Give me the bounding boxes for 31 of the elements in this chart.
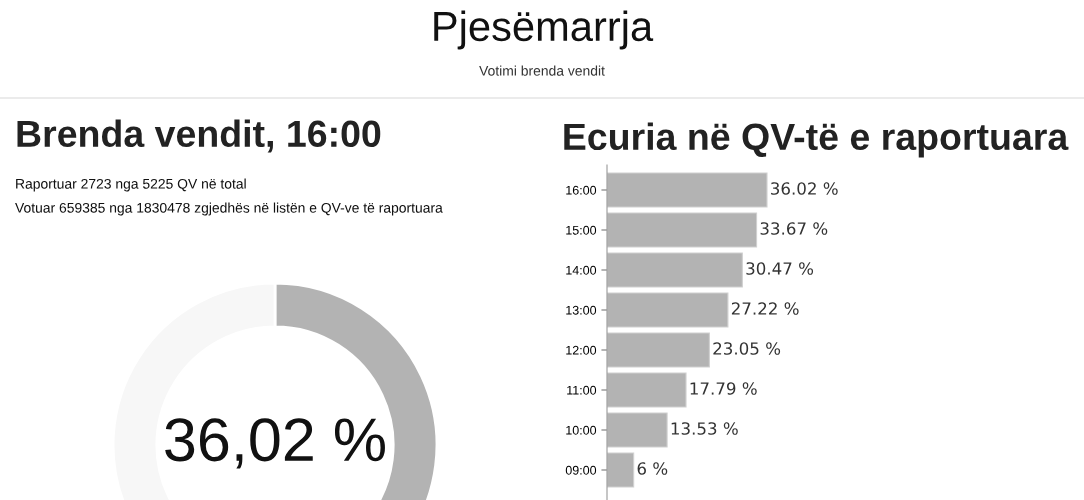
y-tick-label: 10:00	[566, 425, 597, 435]
bar	[607, 452, 635, 488]
data-label: 36.02 %	[771, 182, 838, 195]
data-label: 23.05 %	[713, 342, 781, 355]
data-label: 17.79 %	[690, 382, 757, 395]
text: Votimi brenda vendit	[479, 65, 605, 76]
y-tick-label: 14:00	[566, 265, 597, 275]
chart-title: Brenda vendit, 16:00	[17, 119, 381, 153]
y-tick-label: 09:00	[565, 465, 597, 475]
y-tick-label: 11:00	[567, 385, 597, 395]
bar	[607, 212, 758, 248]
chart-title: Ecuria në QV-të e raportuara	[564, 122, 1069, 158]
text: Raportuar 2723 nga 5225 QV në total	[16, 178, 246, 192]
y-tick-label: 13:00	[566, 305, 597, 315]
y-tick-label: 12:00	[566, 345, 597, 355]
text: Votuar 659385 nga 1830478 zgjedhës në listën e QV-ve të raportuara	[15, 202, 443, 216]
data-label: 27.22 %	[731, 302, 799, 315]
y-tick-label: 16:00	[566, 185, 597, 195]
bar	[607, 412, 668, 448]
bar	[607, 252, 743, 288]
data-label: 30.47 %	[746, 262, 814, 275]
data-label: 6 %	[637, 462, 668, 475]
text: Pjesëmarrja	[434, 10, 654, 50]
y-tick-label: 15:00	[566, 225, 597, 235]
data-label: 36,02 %	[165, 418, 385, 469]
data-label: 33.67 %	[760, 222, 828, 235]
bar	[607, 292, 729, 328]
bar	[607, 332, 710, 368]
data-label: 13.53 %	[671, 422, 738, 435]
bar	[607, 172, 768, 208]
bar	[607, 372, 687, 408]
